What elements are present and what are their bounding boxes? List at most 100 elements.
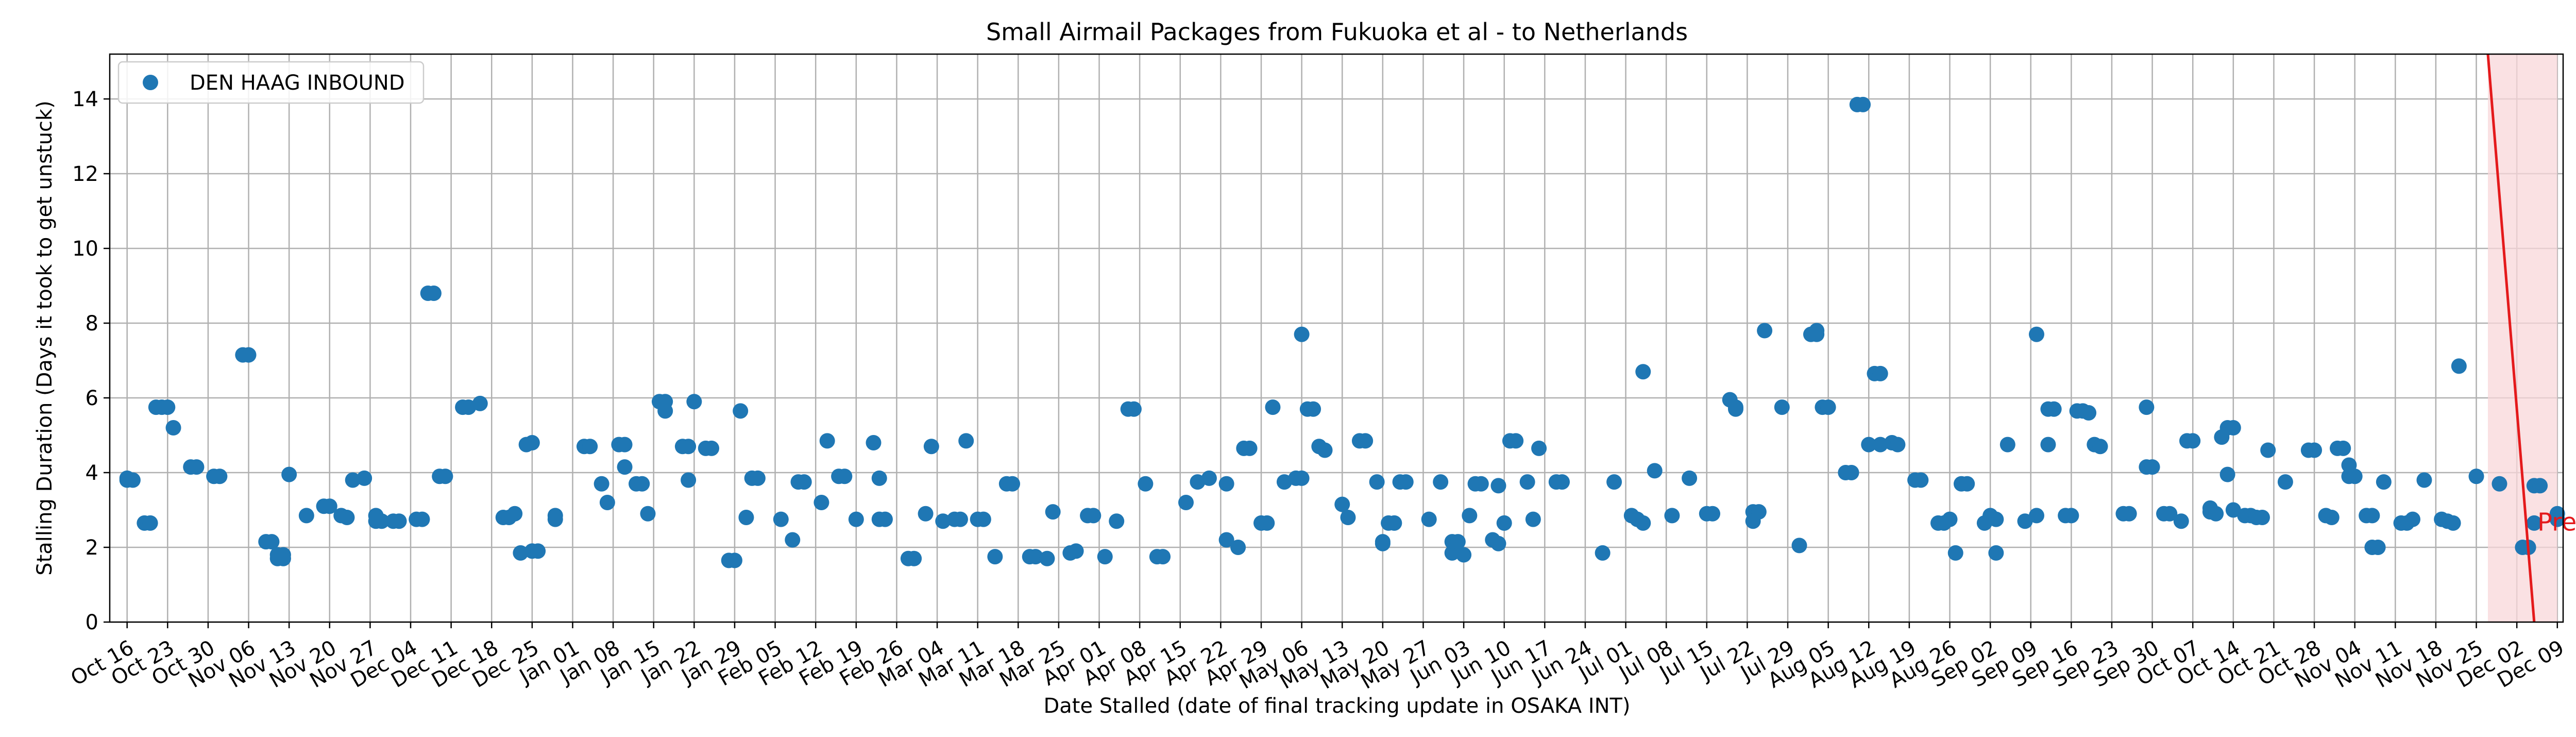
data-point xyxy=(165,420,181,435)
data-point xyxy=(1375,534,1391,550)
data-point xyxy=(1068,543,1084,559)
data-point xyxy=(1421,511,1437,527)
data-point xyxy=(738,510,754,525)
data-point xyxy=(814,495,829,510)
data-point xyxy=(2208,506,2224,522)
y-tick-label: 0 xyxy=(86,611,98,634)
data-point xyxy=(1473,476,1489,492)
data-point xyxy=(1635,364,1651,380)
data-point xyxy=(1757,323,1773,339)
data-point xyxy=(212,468,228,484)
data-point xyxy=(773,511,789,527)
data-point xyxy=(2139,399,2155,415)
data-point xyxy=(2324,510,2340,525)
data-point xyxy=(2370,540,2386,555)
data-point xyxy=(1606,474,1622,490)
data-point xyxy=(1433,474,1449,490)
data-point xyxy=(1340,510,1356,525)
data-point xyxy=(189,459,205,475)
data-point xyxy=(2307,442,2323,458)
data-point xyxy=(1519,474,1535,490)
data-point xyxy=(935,513,951,529)
data-point xyxy=(1508,433,1524,449)
data-point xyxy=(1988,511,2004,527)
data-point xyxy=(1861,437,1877,453)
data-point xyxy=(2277,474,2293,490)
data-point xyxy=(975,511,991,527)
y-tick-label: 12 xyxy=(72,162,98,186)
data-point xyxy=(2081,405,2097,421)
legend-marker xyxy=(143,75,158,90)
present-band xyxy=(2487,54,2557,622)
plot-frame xyxy=(109,53,2564,623)
data-point xyxy=(1490,535,1506,551)
data-point xyxy=(848,511,864,527)
y-tick-label: 4 xyxy=(86,461,98,485)
data-point xyxy=(2416,472,2432,488)
data-point xyxy=(1855,96,1871,112)
data-point xyxy=(1218,476,1234,492)
data-point xyxy=(1727,401,1743,417)
data-point xyxy=(1809,323,1825,339)
data-point xyxy=(2492,476,2507,492)
data-point xyxy=(2260,442,2276,458)
data-point xyxy=(1045,504,1061,520)
data-point xyxy=(2225,502,2241,518)
data-point xyxy=(1872,365,1888,381)
data-point xyxy=(1525,511,1541,527)
data-point xyxy=(1791,538,1807,554)
data-point xyxy=(1027,549,1043,565)
data-point xyxy=(2549,506,2565,522)
data-point xyxy=(1450,534,1466,550)
data-point xyxy=(2219,466,2235,482)
data-point xyxy=(2092,439,2108,455)
data-point xyxy=(2468,468,2484,484)
data-point xyxy=(1496,515,1512,531)
data-point xyxy=(357,470,372,486)
data-point xyxy=(1369,474,1385,490)
data-point xyxy=(681,439,697,455)
grid-lines xyxy=(110,54,2563,623)
data-point xyxy=(1334,496,1350,512)
data-point xyxy=(785,532,801,548)
data-point xyxy=(2121,506,2137,522)
data-point xyxy=(2451,358,2467,374)
data-point xyxy=(391,513,407,529)
data-point xyxy=(1039,550,1055,566)
data-point xyxy=(1086,508,1101,524)
data-point xyxy=(1647,463,1663,479)
y-tick-label: 6 xyxy=(86,387,98,410)
data-point xyxy=(1664,508,1680,524)
data-point xyxy=(2028,326,2044,342)
y-axis-ticks: 0 2 4 6 8 10 12 14 xyxy=(72,88,110,634)
data-point xyxy=(1942,511,1958,527)
data-point xyxy=(594,476,609,492)
data-point xyxy=(2526,515,2542,531)
data-point xyxy=(2254,510,2270,525)
data-point xyxy=(1317,442,1333,458)
present-band-fill xyxy=(2487,54,2557,622)
y-tick-label: 2 xyxy=(86,536,98,560)
data-point xyxy=(1872,437,1888,453)
data-point xyxy=(513,545,529,561)
data-point xyxy=(1462,508,1478,524)
data-point xyxy=(1820,399,1836,415)
data-point xyxy=(866,435,882,450)
data-point xyxy=(837,468,853,484)
data-point xyxy=(1126,401,1142,417)
data-point xyxy=(1294,326,1310,342)
data-point xyxy=(339,510,355,525)
data-point xyxy=(733,403,749,419)
data-point xyxy=(1595,545,1611,561)
data-point xyxy=(2225,420,2241,435)
data-point xyxy=(1947,545,1963,561)
data-points xyxy=(119,96,2565,568)
data-point xyxy=(1913,472,1929,488)
data-point xyxy=(2185,433,2201,449)
data-point xyxy=(2376,474,2392,490)
data-point xyxy=(1230,540,1246,555)
data-point xyxy=(1398,474,1414,490)
data-point xyxy=(437,468,453,484)
data-point xyxy=(686,394,702,410)
